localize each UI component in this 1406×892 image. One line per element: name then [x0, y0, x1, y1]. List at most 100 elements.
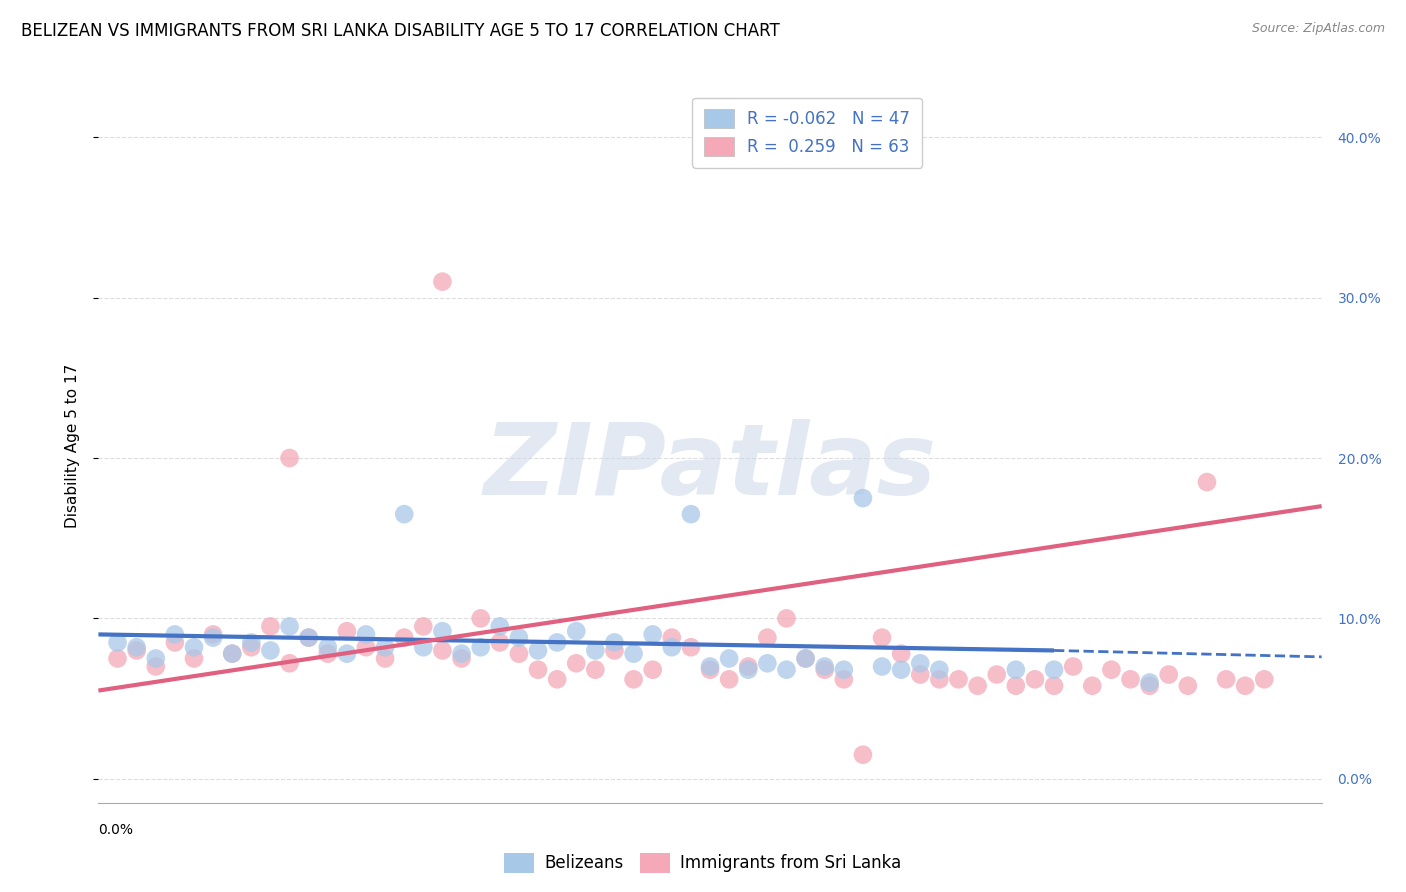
Point — [699, 659, 721, 673]
Point — [565, 657, 588, 671]
Point — [1043, 663, 1066, 677]
Point — [374, 651, 396, 665]
Point — [794, 651, 817, 665]
Point — [1081, 679, 1104, 693]
Point — [470, 611, 492, 625]
Point — [240, 640, 263, 655]
Point — [488, 619, 510, 633]
Point — [336, 647, 359, 661]
Point — [852, 747, 875, 762]
Point — [202, 627, 225, 641]
Point — [641, 663, 664, 677]
Point — [718, 651, 741, 665]
Text: BELIZEAN VS IMMIGRANTS FROM SRI LANKA DISABILITY AGE 5 TO 17 CORRELATION CHART: BELIZEAN VS IMMIGRANTS FROM SRI LANKA DI… — [21, 22, 780, 40]
Point — [125, 640, 148, 655]
Point — [546, 635, 568, 649]
Point — [354, 627, 377, 641]
Point — [928, 663, 950, 677]
Point — [1119, 673, 1142, 687]
Point — [298, 631, 321, 645]
Point — [202, 631, 225, 645]
Point — [183, 640, 205, 655]
Point — [259, 643, 281, 657]
Point — [603, 643, 626, 657]
Point — [450, 651, 472, 665]
Point — [966, 679, 988, 693]
Point — [775, 611, 797, 625]
Point — [986, 667, 1008, 681]
Point — [125, 643, 148, 657]
Point — [775, 663, 797, 677]
Point — [470, 640, 492, 655]
Point — [1234, 679, 1257, 693]
Point — [527, 643, 550, 657]
Point — [1253, 673, 1275, 687]
Point — [737, 663, 759, 677]
Point — [183, 651, 205, 665]
Point — [870, 631, 893, 645]
Point — [661, 640, 683, 655]
Point — [527, 663, 550, 677]
Point — [1024, 673, 1046, 687]
Point — [737, 659, 759, 673]
Point — [583, 663, 606, 677]
Y-axis label: Disability Age 5 to 17: Disability Age 5 to 17 — [65, 364, 80, 528]
Point — [240, 635, 263, 649]
Point — [450, 647, 472, 661]
Point — [392, 507, 416, 521]
Point — [1004, 663, 1026, 677]
Point — [1004, 679, 1026, 693]
Point — [679, 507, 702, 521]
Point — [259, 619, 281, 633]
Point — [583, 643, 606, 657]
Point — [756, 657, 779, 671]
Point — [163, 627, 186, 641]
Point — [852, 491, 875, 505]
Point — [565, 624, 588, 639]
Point — [1215, 673, 1237, 687]
Point — [603, 635, 626, 649]
Point — [890, 663, 912, 677]
Point — [316, 647, 339, 661]
Point — [374, 640, 396, 655]
Point — [1157, 667, 1180, 681]
Point — [1099, 663, 1122, 677]
Point — [508, 647, 530, 661]
Point — [1195, 475, 1218, 489]
Legend: R = -0.062   N = 47, R =  0.259   N = 63: R = -0.062 N = 47, R = 0.259 N = 63 — [692, 97, 922, 168]
Point — [278, 450, 301, 465]
Point — [756, 631, 779, 645]
Text: 0.0%: 0.0% — [98, 822, 134, 837]
Point — [298, 631, 321, 645]
Point — [870, 659, 893, 673]
Point — [910, 657, 932, 671]
Point — [546, 673, 568, 687]
Text: Source: ZipAtlas.com: Source: ZipAtlas.com — [1251, 22, 1385, 36]
Point — [1139, 675, 1161, 690]
Point — [890, 647, 912, 661]
Point — [145, 659, 167, 673]
Point — [814, 659, 837, 673]
Point — [832, 673, 855, 687]
Point — [278, 619, 301, 633]
Point — [699, 663, 721, 677]
Point — [221, 647, 243, 661]
Point — [948, 673, 970, 687]
Legend: Belizeans, Immigrants from Sri Lanka: Belizeans, Immigrants from Sri Lanka — [498, 847, 908, 880]
Point — [623, 647, 645, 661]
Point — [832, 663, 855, 677]
Point — [641, 627, 664, 641]
Point — [316, 640, 339, 655]
Point — [794, 651, 817, 665]
Point — [1062, 659, 1084, 673]
Point — [1177, 679, 1199, 693]
Point — [910, 667, 932, 681]
Point — [278, 657, 301, 671]
Point — [623, 673, 645, 687]
Point — [145, 651, 167, 665]
Point — [1139, 679, 1161, 693]
Point — [107, 651, 129, 665]
Point — [508, 631, 530, 645]
Point — [928, 673, 950, 687]
Point — [432, 643, 454, 657]
